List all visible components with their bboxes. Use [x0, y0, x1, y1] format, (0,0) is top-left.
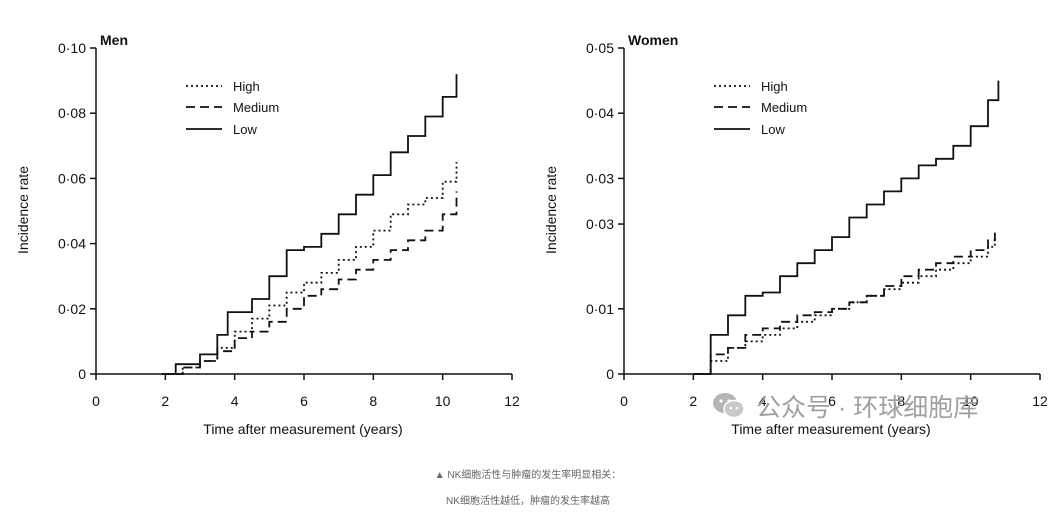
women-x-tick-label: 10: [963, 393, 979, 409]
women-y-ticks: 0 0·01 0·03 0·03 0·04 0·05: [586, 40, 624, 382]
women-legend-label-high: High: [761, 79, 788, 94]
women-x-tick-label: 2: [689, 393, 697, 409]
men-x-tick-label: 10: [435, 393, 451, 409]
men-x-tick-label: 0: [92, 393, 100, 409]
women-x-ticks: 0 2 4 6 8 10 12: [620, 374, 1048, 409]
women-y-tick-label: 0·05: [586, 40, 614, 56]
men-series-high: [161, 162, 458, 375]
men-legend: High Medium Low: [186, 79, 279, 137]
men-y-ticks: 0 0·02 0·04 0·06 0·08 0·10: [58, 40, 96, 382]
wechat-icon: [713, 393, 745, 419]
men-legend-label-high: High: [233, 79, 260, 94]
women-x-tick-label: 6: [828, 393, 836, 409]
men-y-tick-label: 0·10: [58, 40, 86, 56]
men-legend-label-low: Low: [233, 122, 257, 137]
men-y-tick-label: 0·06: [58, 170, 86, 186]
men-plot: [161, 74, 458, 375]
men-chart: 0 0·02 0·04 0·06 0·08 0·10 0 2 4 6 8 10 12 Men Inci…: [15, 32, 520, 437]
women-y-tick-label: 0·04: [586, 105, 614, 121]
men-x-tick-label: 12: [504, 393, 520, 409]
women-legend-label-low: Low: [761, 122, 785, 137]
caption-line-2: NK细胞活性越低，肿瘤的发生率越高: [446, 496, 610, 507]
men-y-tick-label: 0·08: [58, 105, 86, 121]
women-x-tick-label: 8: [897, 393, 905, 409]
men-x-tick-label: 8: [369, 393, 377, 409]
men-legend-label-medium: Medium: [233, 100, 279, 115]
men-title: Men: [100, 32, 128, 48]
men-x-tick-label: 2: [161, 393, 169, 409]
men-x-ticks: 0 2 4 6 8 10 12: [92, 374, 520, 409]
caption-line-1: ▲ NK细胞活性与肿瘤的发生率明显相关：: [434, 470, 622, 481]
men-x-axis-label: Time after measurement (years): [203, 421, 402, 437]
women-series-high: [693, 237, 996, 375]
men-y-axis-label: Incidence rate: [15, 166, 31, 254]
women-x-tick-label: 0: [620, 393, 628, 409]
men-x-tick-label: 6: [300, 393, 308, 409]
women-y-axis-label: Incidence rate: [543, 166, 559, 254]
women-x-tick-label: 4: [759, 393, 767, 409]
women-x-axis-label: Time after measurement (years): [731, 421, 930, 437]
watermark-text: 公众号 · 环球细胞库: [756, 394, 979, 422]
men-y-tick-label: 0: [78, 366, 86, 382]
women-series-low: [693, 80, 1000, 375]
women-x-tick-label: 12: [1032, 393, 1048, 409]
women-legend: High Medium Low: [714, 79, 807, 137]
women-legend-label-medium: Medium: [761, 100, 807, 115]
men-x-tick-label: 4: [231, 393, 239, 409]
women-y-tick-label: 0·01: [586, 301, 614, 317]
women-plot: [693, 80, 1000, 375]
men-series-medium: [161, 191, 458, 375]
watermark: 公众号 · 环球细胞库: [712, 388, 978, 424]
women-y-tick-label: 0·03: [586, 216, 614, 232]
women-y-tick-label: 0: [606, 366, 614, 382]
men-y-tick-label: 0·04: [58, 236, 86, 252]
women-title: Women: [628, 32, 678, 48]
men-y-tick-label: 0·02: [58, 301, 86, 317]
women-series-medium: [693, 230, 996, 375]
women-y-tick-label: 0·03: [586, 170, 614, 186]
women-chart: 0 0·01 0·03 0·03 0·04 0·05 0 2 4 6 8 10 12 Women In…: [543, 32, 1048, 437]
men-series-low: [161, 74, 458, 375]
